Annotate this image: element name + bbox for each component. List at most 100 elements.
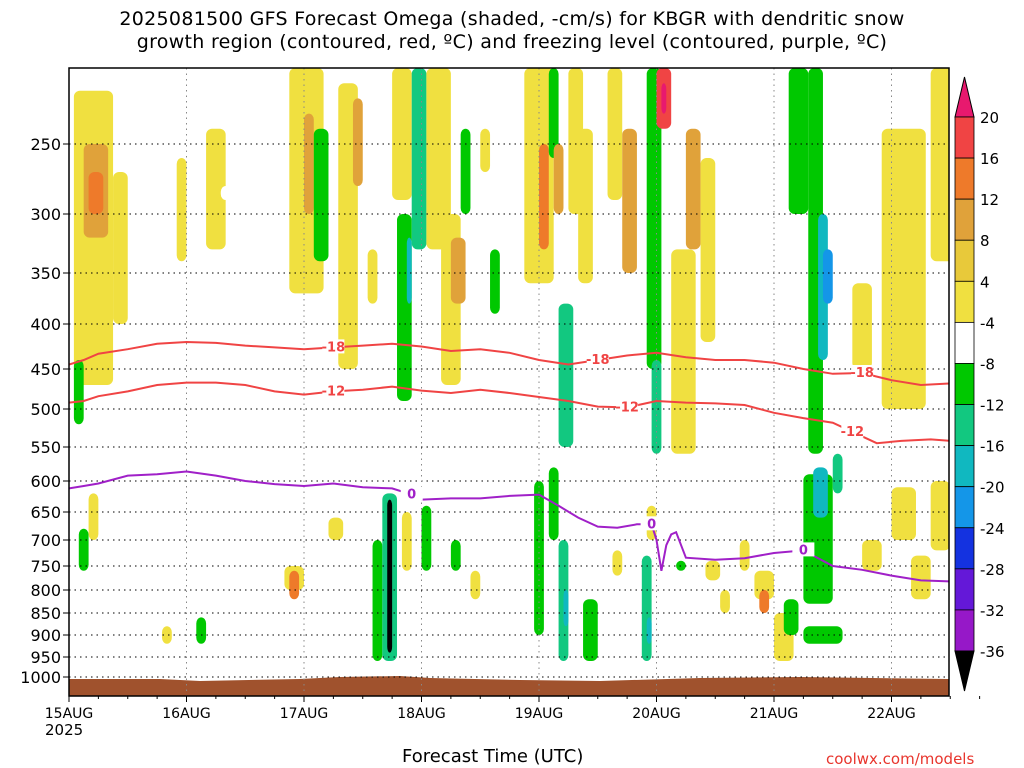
y-tick-label: 950 <box>30 648 61 667</box>
omega-shade-area <box>73 90 114 386</box>
omega-shade-area <box>367 249 378 304</box>
contour-label: 0 <box>799 543 808 558</box>
colorbar-label: 12 <box>980 191 999 209</box>
x-tick-label: 15AUG <box>45 706 94 722</box>
omega-shade-area <box>607 68 623 200</box>
omega-shade-area <box>352 98 363 186</box>
contour-label-bg <box>586 352 609 366</box>
omega-shade-area <box>930 481 949 551</box>
y-tick-label: 700 <box>30 531 61 550</box>
x-tick-label: 19AUG <box>515 706 564 722</box>
omega-shade-area <box>73 360 84 425</box>
colorbar-swatch <box>954 321 975 364</box>
omega-shade-area <box>583 599 598 661</box>
contour-lines: -18 -18 -18 -12 -12 -12 0 0 0 <box>69 339 949 583</box>
omega-shade-area <box>788 68 809 214</box>
omega-shade-area <box>421 505 432 571</box>
omega-shade-area <box>113 172 128 324</box>
omega-shade-area <box>911 555 931 600</box>
colorbar-swatch <box>954 486 975 529</box>
colorbar-swatch <box>954 527 975 570</box>
contour-line <box>69 470 949 583</box>
omega-shade-area <box>822 249 833 304</box>
x-tick-label: 16AUG <box>162 706 211 722</box>
chart-title-line1: 2025081500 GFS Forecast Omega (shaded, -… <box>119 8 905 30</box>
colorbar-top-arrow <box>954 76 975 118</box>
credit-link[interactable]: coolwx.com/models <box>826 750 975 768</box>
omega-shade-area <box>162 626 172 644</box>
omega-shade-area <box>313 128 329 262</box>
omega-shade-area <box>450 237 466 304</box>
y-tick-label: 800 <box>30 581 61 600</box>
colorbar-label: -32 <box>980 602 1005 620</box>
colorbar-label: -12 <box>980 397 1005 415</box>
omega-shade-area <box>490 249 500 314</box>
colorbar-swatch <box>954 568 975 611</box>
omega-shade-area <box>387 499 393 653</box>
omega-shade-area <box>176 158 187 262</box>
omega-shade-area <box>813 467 828 518</box>
y-tick-label: 500 <box>30 400 61 419</box>
omega-shade-area <box>328 517 344 540</box>
y-tick-label: 250 <box>30 135 61 154</box>
omega-shade-area <box>661 83 667 114</box>
contour-label: -12 <box>615 400 639 415</box>
y-axis-ticks: 250 300 350 400 450 500 550 600 650 700 750 800 850 9… <box>20 135 69 687</box>
colorbar-label: 20 <box>980 109 999 127</box>
omega-shade-area <box>646 617 652 644</box>
omega-shade-area <box>862 540 882 571</box>
colorbar-label: -20 <box>980 479 1005 497</box>
x-axis-ticks: 15AUG 16AUG 17AUG 18AUG 19AUG 20AUG 21AUG 22AUG <box>45 696 981 722</box>
colorbar: 20 16 12 8 4 -4 -8 -12 -16 -20 -24 -28 -32 -36 <box>954 76 1005 692</box>
omega-shading <box>73 68 949 661</box>
colorbar-swatch <box>954 609 975 652</box>
omega-shade-area <box>622 128 637 273</box>
omega-shade-area <box>289 570 300 600</box>
chart-title-line2: growth region (contoured, red, ºC) and f… <box>136 31 888 53</box>
colorbar-swatch <box>954 157 975 200</box>
omega-shade-area <box>411 68 427 250</box>
omega-shade-area <box>759 590 770 613</box>
contour-label-bg <box>322 339 345 354</box>
colorbar-swatch <box>954 445 975 488</box>
colorbar-label: -16 <box>980 438 1005 456</box>
omega-shade-area <box>304 113 314 214</box>
colorbar-label: 16 <box>980 150 999 168</box>
omega-shade-area <box>460 128 471 214</box>
colorbar-swatch <box>954 404 975 447</box>
contour-label-bg <box>792 542 815 557</box>
omega-shade-area <box>470 570 481 600</box>
colorbar-label: -36 <box>980 643 1005 661</box>
omega-shade-area <box>480 128 491 172</box>
contour-label-bg <box>851 365 874 379</box>
omega-shade-area <box>705 560 721 581</box>
colorbar-label: 4 <box>980 273 990 291</box>
omega-shade-area <box>783 599 799 635</box>
colorbar-swatch <box>954 239 975 282</box>
omega-shade-area <box>406 237 412 304</box>
omega-shade-area <box>754 570 774 600</box>
contour-label: -12 <box>841 425 865 440</box>
colorbar-swatch <box>954 280 975 323</box>
omega-shade-area <box>891 487 916 540</box>
omega-shade-area <box>563 590 569 627</box>
colorbar-label: 8 <box>980 232 990 250</box>
omega-shade-area <box>646 68 662 369</box>
omega-shade-area <box>930 68 949 262</box>
omega-shade-area <box>651 360 662 454</box>
omega-shade-area <box>720 590 730 613</box>
y-tick-label: 400 <box>30 315 61 334</box>
x-tick-label: 18AUG <box>397 706 446 722</box>
contour-line <box>69 340 949 387</box>
ground-surface <box>69 676 949 696</box>
omega-shade-area <box>196 617 207 644</box>
contour-label-bg <box>841 423 864 438</box>
colorbar-label: -4 <box>980 314 995 332</box>
y-tick-label: 600 <box>30 472 61 491</box>
y-tick-label: 900 <box>30 626 61 645</box>
plot-frame <box>68 67 950 697</box>
y-tick-label: 300 <box>30 205 61 224</box>
contour-label-bg <box>322 383 345 398</box>
omega-shade-area <box>553 144 564 214</box>
colorbar-swatch <box>954 116 975 159</box>
